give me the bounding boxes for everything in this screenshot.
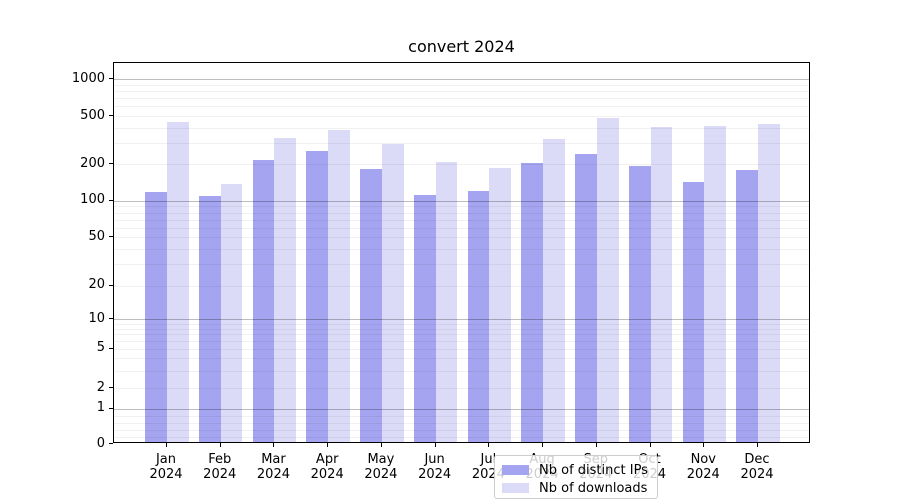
x-tick-label-may: May 2024 xyxy=(364,452,398,482)
y-tick-mark-1 xyxy=(109,407,113,409)
x-tick-mark-sep xyxy=(595,443,597,447)
bar-downloads-aug xyxy=(543,139,565,442)
bar-distinct-ips-may xyxy=(360,169,382,442)
legend-label-distinct-ips: Nb of distinct IPs xyxy=(539,462,648,478)
bar-downloads-jan xyxy=(167,122,189,442)
y-tick-mark-2 xyxy=(109,387,113,389)
y-tick-label-200: 200 xyxy=(80,155,105,171)
y-tick-label-10: 10 xyxy=(88,310,105,326)
x-tick-label-jun: Jun 2024 xyxy=(418,452,452,482)
bar-downloads-oct xyxy=(650,126,673,442)
legend-label-downloads: Nb of downloads xyxy=(539,480,648,496)
y-tick-label-1: 1 xyxy=(96,400,105,416)
bar-downloads-jun xyxy=(435,161,458,442)
y-tick-label-0: 0 xyxy=(96,435,105,451)
x-tick-mark-mar xyxy=(273,443,275,447)
x-tick-mark-jul xyxy=(488,443,490,447)
y-tick-label-50: 50 xyxy=(88,228,105,244)
bar-distinct-ips-aug xyxy=(521,162,544,442)
bar-downloads-apr xyxy=(328,129,350,442)
legend-row-distinct-ips: Nb of distinct IPs xyxy=(502,462,657,478)
x-tick-mark-may xyxy=(380,443,382,447)
bar-distinct-ips-feb xyxy=(199,196,221,442)
x-tick-mark-dec xyxy=(756,443,758,447)
x-tick-mark-aug xyxy=(542,443,544,447)
plot-area: Nb of distinct IPs Nb of downloads xyxy=(113,62,810,499)
x-tick-label-jan: Jan 2024 xyxy=(149,452,183,482)
bar-distinct-ips-nov xyxy=(682,181,705,442)
y-tick-label-500: 500 xyxy=(80,107,105,123)
bar-downloads-sep xyxy=(596,117,619,442)
y-tick-label-100: 100 xyxy=(80,192,105,208)
bar-downloads-mar xyxy=(274,137,297,442)
y-tick-mark-100 xyxy=(109,199,113,201)
x-tick-mark-apr xyxy=(327,443,329,447)
legend-row-downloads: Nb of downloads xyxy=(502,480,657,496)
y-tick-label-2: 2 xyxy=(96,379,105,395)
x-tick-label-dec: Dec 2024 xyxy=(740,452,774,482)
bar-distinct-ips-mar xyxy=(252,159,275,442)
x-tick-mark-jun xyxy=(434,443,436,447)
x-tick-mark-jan xyxy=(166,443,167,447)
x-tick-label-mar: Mar 2024 xyxy=(256,452,290,482)
bars-layer xyxy=(114,63,809,442)
y-tick-mark-500 xyxy=(109,115,113,117)
y-tick-label-1000: 1000 xyxy=(71,70,105,86)
x-tick-label-feb: Feb 2024 xyxy=(203,452,237,482)
bar-distinct-ips-jun xyxy=(413,195,436,442)
x-tick-mark-nov xyxy=(703,443,705,447)
y-tick-mark-5 xyxy=(109,347,113,349)
y-tick-label-5: 5 xyxy=(96,340,105,356)
bar-downloads-feb xyxy=(220,184,243,442)
x-tick-label-nov: Nov 2024 xyxy=(686,452,720,482)
bar-distinct-ips-sep xyxy=(575,153,597,442)
legend: Nb of distinct IPs Nb of downloads xyxy=(494,455,658,499)
x-tick-mark-feb xyxy=(219,443,221,447)
legend-swatch-distinct-ips xyxy=(502,465,529,475)
y-tick-mark-20 xyxy=(109,284,113,286)
bar-distinct-ips-jan xyxy=(145,192,167,442)
y-tick-label-20: 20 xyxy=(88,277,105,293)
bar-distinct-ips-apr xyxy=(306,151,329,442)
y-tick-mark-50 xyxy=(109,236,113,238)
y-tick-mark-1000 xyxy=(109,78,113,80)
y-tick-mark-0 xyxy=(109,443,113,444)
legend-swatch-downloads xyxy=(502,483,529,493)
bar-distinct-ips-dec xyxy=(736,170,758,442)
y-tick-mark-10 xyxy=(109,318,113,320)
bar-distinct-ips-jul xyxy=(467,191,490,442)
y-tick-mark-200 xyxy=(109,163,113,165)
chart-title: convert 2024 xyxy=(408,37,515,56)
bar-downloads-may xyxy=(381,143,404,442)
bar-distinct-ips-oct xyxy=(628,165,651,442)
bar-downloads-nov xyxy=(704,125,726,442)
bar-downloads-jul xyxy=(489,168,512,442)
x-tick-mark-oct xyxy=(649,443,651,447)
bar-downloads-dec xyxy=(757,123,780,442)
x-tick-label-apr: Apr 2024 xyxy=(310,452,344,482)
